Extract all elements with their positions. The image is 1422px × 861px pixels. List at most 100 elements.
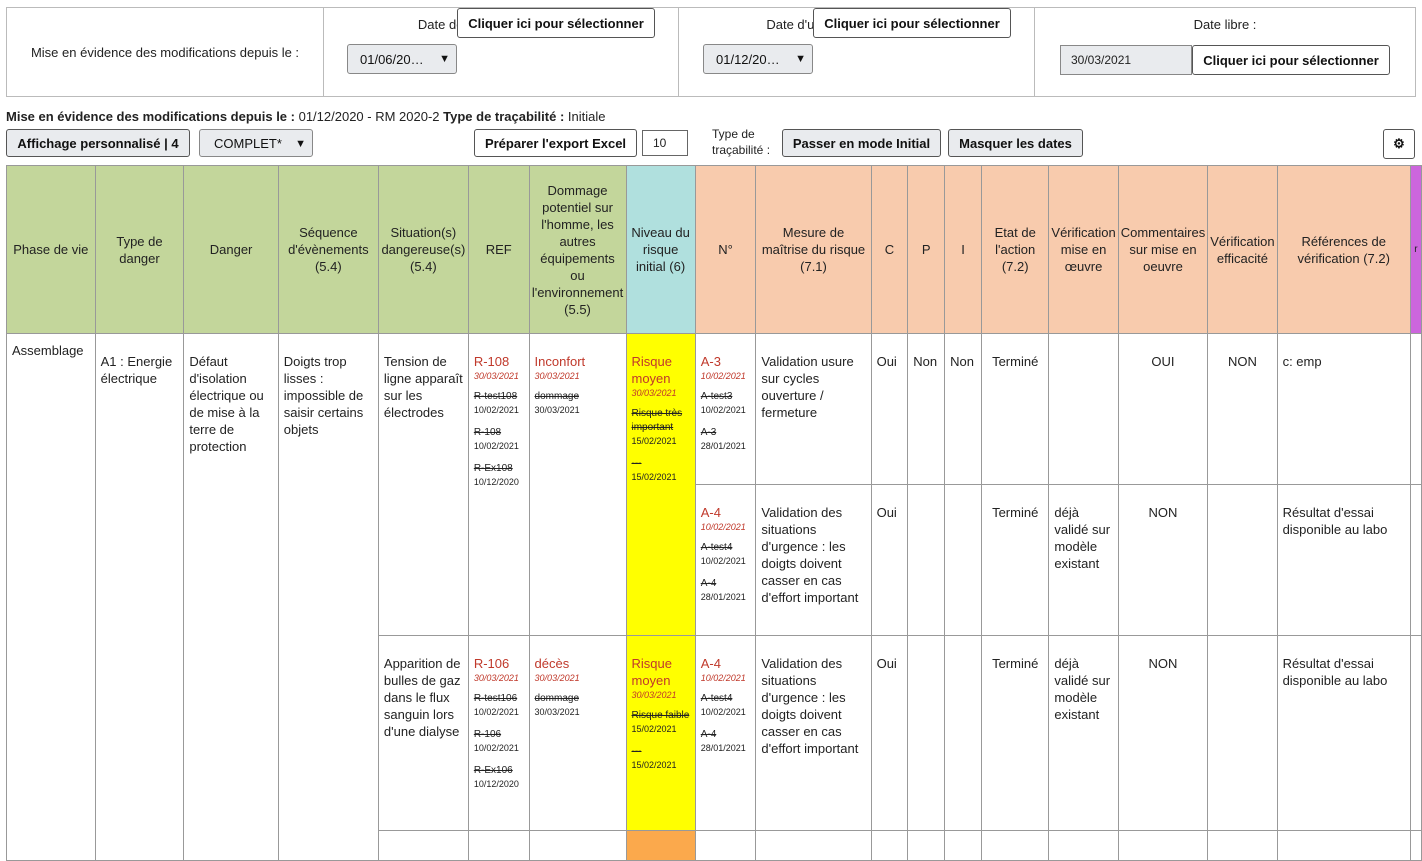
cell-c[interactable] — [870, 830, 909, 861]
hide-dates-button[interactable]: Masquer les dates — [948, 129, 1083, 157]
row-count-input[interactable]: 10 — [642, 130, 688, 156]
risk-current-date: 30/03/2021 — [631, 388, 677, 398]
cell-num[interactable]: A-4 10/02/2021 A-test4 10/02/2021 A-4 28… — [694, 484, 757, 636]
cell-refs[interactable]: c: emp — [1276, 333, 1411, 485]
cell-measure[interactable]: Validation des situations d'urgence : le… — [755, 635, 872, 831]
cell-efficacy[interactable]: NON — [1207, 333, 1278, 485]
header-damage[interactable]: Dommage potentiel sur l'homme, les autre… — [528, 165, 627, 334]
cell-refs[interactable]: Résultat d'essai disponible au labo — [1276, 484, 1411, 636]
header-p[interactable]: P — [907, 165, 946, 334]
complete-select[interactable]: COMPLET* ▼ — [199, 129, 313, 157]
cell-c[interactable]: Oui — [870, 333, 909, 485]
header-situation[interactable]: Situation(s) dangereuse(s) (5.4) — [377, 165, 469, 334]
header-num[interactable]: N° — [694, 165, 757, 334]
cell-type[interactable]: A1 : Energie électrique — [94, 333, 185, 861]
num-history: A-3 — [700, 427, 717, 438]
cell-efficacy[interactable] — [1207, 635, 1278, 831]
cell-num[interactable] — [694, 830, 757, 861]
cell-verif[interactable]: déjà validé sur modèle existant — [1048, 635, 1119, 831]
cell-extra[interactable] — [1409, 484, 1422, 636]
cell-efficacy[interactable] — [1207, 830, 1278, 861]
cell-extra[interactable] — [1409, 333, 1422, 485]
header-verif[interactable]: Vérification mise en œuvre — [1048, 165, 1119, 334]
cell-refs[interactable]: Résultat d'essai disponible au labo — [1276, 635, 1411, 831]
header-measure[interactable]: Mesure de maîtrise du risque (7.1) — [755, 165, 872, 334]
free-date-input[interactable]: 30/03/2021 — [1060, 45, 1192, 75]
cell-measure[interactable] — [755, 830, 872, 861]
cell-p[interactable] — [907, 484, 946, 636]
cell-comments[interactable]: NON — [1117, 484, 1209, 636]
cell-num[interactable]: A-3 10/02/2021 A-test3 10/02/2021 A-3 28… — [694, 333, 757, 485]
cell-num[interactable]: A-4 10/02/2021 A-test4 10/02/2021 A-4 28… — [694, 635, 757, 831]
cell-state[interactable] — [981, 830, 1050, 861]
cell-p[interactable] — [907, 635, 946, 831]
cell-c[interactable]: Oui — [870, 484, 909, 636]
gear-icon[interactable]: ⚙ — [1383, 129, 1415, 159]
cell-sequence[interactable]: Doigts trop lisses : impossible de saisi… — [277, 333, 379, 861]
cell-risk-level[interactable]: Risque moyen 30/03/2021 Risque très impo… — [625, 333, 696, 636]
cell-ref[interactable]: R-106 30/03/2021 R-test106 10/02/2021 R-… — [467, 635, 530, 831]
cell-verif[interactable]: déjà validé sur modèle existant — [1048, 484, 1119, 636]
market-date-select[interactable]: 01/06/20… ▼ — [347, 44, 457, 74]
cell-comments[interactable]: OUI — [1117, 333, 1209, 485]
cell-p[interactable] — [907, 830, 946, 861]
free-date-select-button[interactable]: Cliquer ici pour sélectionner — [1192, 45, 1390, 75]
cell-damage[interactable]: décès 30/03/2021 dommage 30/03/2021 — [528, 635, 627, 831]
cell-risk-level[interactable]: Risque moyen 30/03/2021 Risque faible 15… — [625, 635, 696, 831]
cell-situation[interactable]: Tension de ligne apparaît sur les électr… — [377, 333, 469, 636]
cell-danger[interactable]: Défaut d'isolation électrique ou de mise… — [183, 333, 279, 861]
cell-verif[interactable] — [1048, 830, 1119, 861]
header-efficacy[interactable]: Vérification efficacité — [1207, 165, 1278, 334]
cell-i[interactable] — [944, 484, 983, 636]
risk-current-date: 30/03/2021 — [631, 690, 677, 700]
ref-history: R-Ex108 — [473, 463, 513, 474]
cell-extra[interactable] — [1409, 830, 1422, 861]
meeting-date-select-button[interactable]: Cliquer ici pour sélectionner — [813, 8, 1011, 38]
risk-analysis-table: Phase de vie Type de danger Danger Séque… — [6, 165, 1422, 861]
cell-situation[interactable] — [377, 830, 469, 861]
cell-comments[interactable] — [1117, 830, 1209, 861]
cell-ref[interactable]: R-108 30/03/2021 R-test108 10/02/2021 R-… — [467, 333, 530, 636]
cell-state[interactable]: Terminé — [981, 484, 1050, 636]
cell-refs[interactable] — [1276, 830, 1411, 861]
cell-efficacy[interactable] — [1207, 484, 1278, 636]
excel-export-button[interactable]: Préparer l'export Excel — [474, 129, 637, 157]
cell-phase[interactable]: Assemblage — [6, 333, 96, 861]
cell-state[interactable]: Terminé — [981, 635, 1050, 831]
header-type[interactable]: Type de danger — [94, 165, 185, 334]
cell-extra[interactable] — [1409, 635, 1422, 831]
header-level[interactable]: Niveau du risque initial (6) — [625, 165, 696, 334]
cell-p[interactable]: Non — [907, 333, 946, 485]
header-sequence[interactable]: Séquence d'évènements (5.4) — [277, 165, 379, 334]
cell-damage[interactable]: Inconfort 30/03/2021 dommage 30/03/2021 — [528, 333, 627, 636]
cell-risk-level[interactable] — [625, 830, 696, 861]
num-history-date: 28/01/2021 — [700, 441, 746, 451]
cell-situation[interactable]: Apparition de bulles de gaz dans le flux… — [377, 635, 469, 831]
cell-comments[interactable]: NON — [1117, 635, 1209, 831]
cell-ref[interactable] — [467, 830, 530, 861]
risk-history-date: 15/02/2021 — [631, 724, 677, 734]
custom-display-button[interactable]: Affichage personnalisé | 4 — [6, 129, 190, 157]
header-state[interactable]: Etat de l'action (7.2) — [981, 165, 1050, 334]
cell-i[interactable]: Non — [944, 333, 983, 485]
cell-c[interactable]: Oui — [870, 635, 909, 831]
cell-i[interactable] — [944, 635, 983, 831]
cell-measure[interactable]: Validation usure sur cycles ouverture / … — [755, 333, 872, 485]
header-ref[interactable]: REF — [467, 165, 530, 334]
header-phase[interactable]: Phase de vie — [6, 165, 96, 334]
header-refs[interactable]: Références de vérification (7.2) — [1276, 165, 1411, 334]
market-date-select-button[interactable]: Cliquer ici pour sélectionner — [457, 8, 655, 38]
header-danger[interactable]: Danger — [183, 165, 279, 334]
cell-damage[interactable] — [528, 830, 627, 861]
cell-verif[interactable] — [1048, 333, 1119, 485]
meeting-date-select[interactable]: 01/12/20… ▼ — [703, 44, 813, 74]
header-i[interactable]: I — [944, 165, 983, 334]
initial-mode-button[interactable]: Passer en mode Initial — [782, 129, 941, 157]
header-comments[interactable]: Commentaires sur mise en oeuvre — [1117, 165, 1209, 334]
cell-measure[interactable]: Validation des situations d'urgence : le… — [755, 484, 872, 636]
modification-info: Mise en évidence des modifications depui… — [6, 109, 605, 124]
header-c[interactable]: C — [870, 165, 909, 334]
cell-state[interactable]: Terminé — [981, 333, 1050, 485]
header-extra[interactable]: r — [1409, 165, 1422, 334]
cell-i[interactable] — [944, 830, 983, 861]
